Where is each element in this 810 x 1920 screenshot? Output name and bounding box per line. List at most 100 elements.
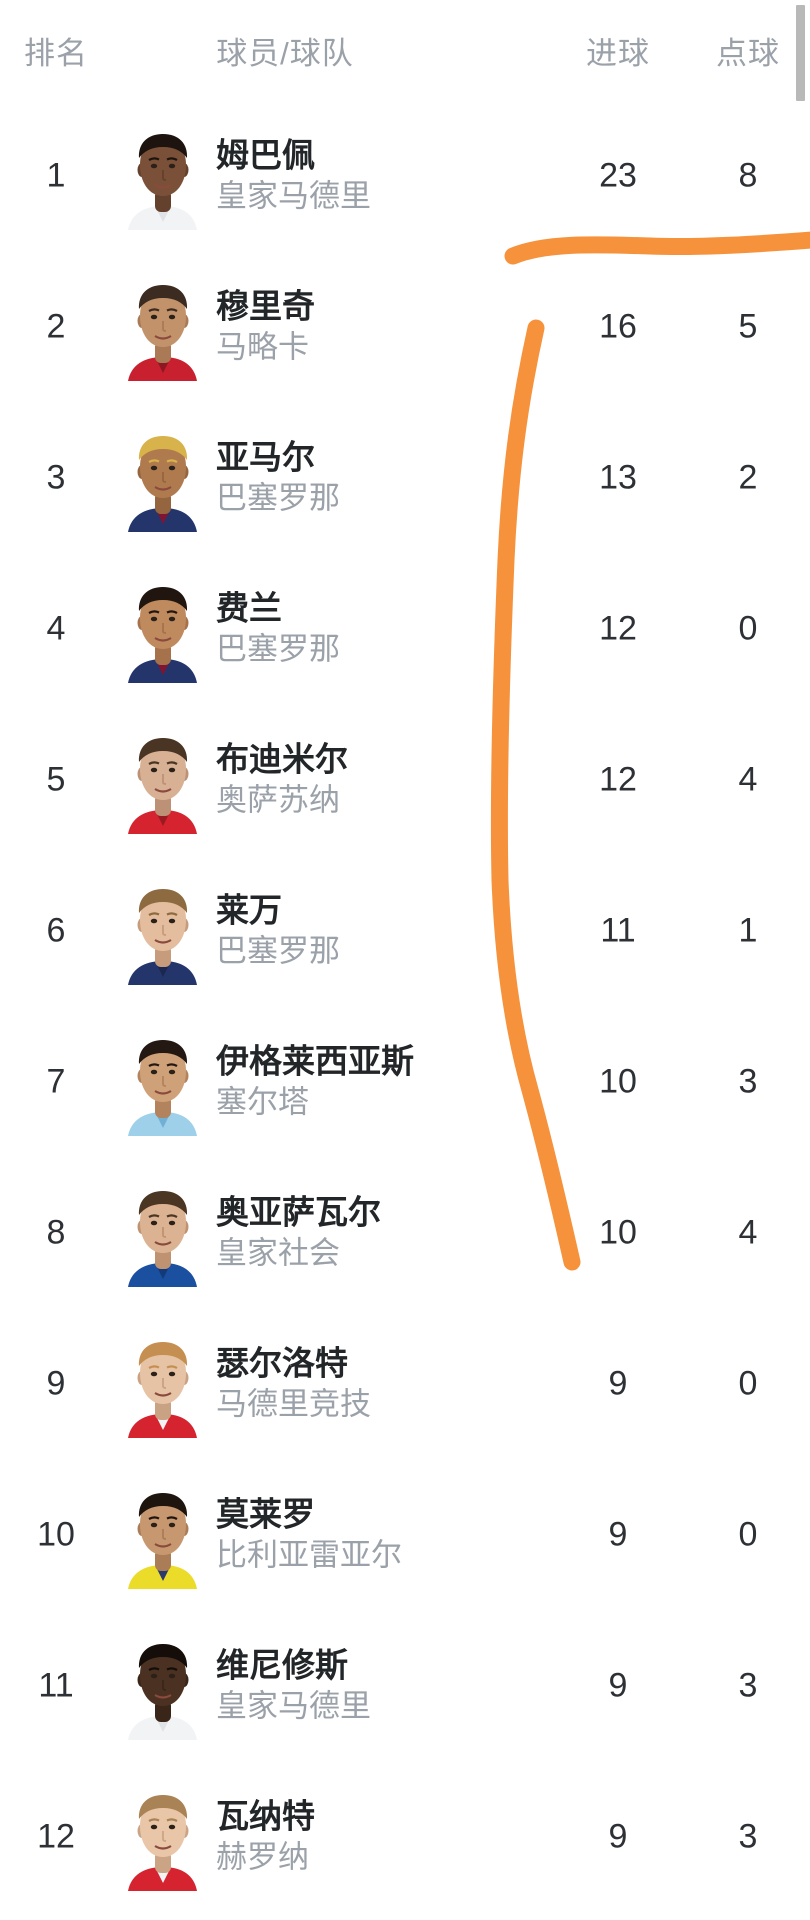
player-avatar: [122, 1480, 204, 1589]
player-avatar: [122, 1631, 204, 1740]
column-header-goals[interactable]: 进球: [586, 35, 650, 71]
row-penalties: 4: [738, 760, 758, 798]
player-name: 维尼修斯: [216, 1645, 348, 1683]
player-name: 莱万: [216, 890, 282, 928]
player-photo-graphic: [122, 876, 204, 985]
row-goals: 12: [599, 760, 637, 798]
player-name: 奥亚萨瓦尔: [216, 1192, 381, 1230]
player-name: 伊格莱西亚斯: [216, 1041, 414, 1079]
team-name: 塞尔塔: [216, 1084, 309, 1120]
player-name: 瓦纳特: [216, 1796, 315, 1834]
team-name: 马略卡: [216, 329, 309, 365]
player-name: 穆里奇: [216, 286, 315, 324]
player-identity[interactable]: 莱万 巴塞罗那: [216, 890, 340, 969]
row-penalties: 3: [738, 1666, 758, 1704]
player-identity[interactable]: 伊格莱西亚斯 塞尔塔: [216, 1041, 414, 1120]
player-identity[interactable]: 瑟尔洛特 马德里竞技: [216, 1343, 371, 1422]
player-photo-graphic: [122, 1631, 204, 1740]
row-penalties: 3: [738, 1062, 758, 1100]
table-row[interactable]: 7 伊格莱西亚斯 塞尔塔 10 3: [0, 1006, 810, 1157]
table-row[interactable]: 11 维尼修斯 皇家马德里 9 3: [0, 1610, 810, 1761]
player-photo-graphic: [122, 1178, 204, 1287]
player-avatar: [122, 423, 204, 532]
table-row[interactable]: 9 瑟尔洛特 马德里竞技 9 0: [0, 1308, 810, 1459]
row-rank: 8: [46, 1213, 66, 1251]
column-header-penalties[interactable]: 点球: [716, 35, 780, 71]
team-name: 皇家马德里: [216, 1688, 371, 1724]
row-goals: 16: [599, 307, 637, 345]
player-photo-graphic: [122, 272, 204, 381]
player-identity[interactable]: 维尼修斯 皇家马德里: [216, 1645, 371, 1724]
player-avatar: [122, 121, 204, 230]
table-row[interactable]: 5 布迪米尔奥萨苏纳 12 4: [0, 704, 810, 855]
player-identity[interactable]: 姆巴佩 皇家马德里: [216, 135, 371, 214]
row-penalties: 5: [738, 307, 758, 345]
team-name: 赫罗纳: [216, 1839, 309, 1875]
team-name: 奥萨苏纳: [216, 782, 340, 818]
table-row[interactable]: 4 费兰 巴塞罗那 12 0: [0, 553, 810, 704]
player-name: 莫莱罗: [216, 1494, 315, 1532]
row-goals: 13: [599, 458, 637, 496]
player-avatar: [122, 1329, 204, 1438]
scrollbar-track[interactable]: [796, 0, 808, 1920]
player-avatar: [122, 725, 204, 834]
row-penalties: 0: [738, 1364, 758, 1402]
row-rank: 11: [38, 1666, 74, 1704]
player-identity[interactable]: 瓦纳特 赫罗纳: [216, 1796, 315, 1875]
player-name: 亚马尔: [216, 437, 315, 475]
player-identity[interactable]: 布迪米尔 奥萨苏纳: [216, 739, 348, 818]
player-identity[interactable]: 奥亚萨瓦尔 皇家社会: [216, 1192, 381, 1271]
column-header-rank[interactable]: 排名: [24, 35, 88, 71]
player-name: 瑟尔洛特: [216, 1343, 348, 1381]
player-avatar: [122, 574, 204, 683]
player-identity[interactable]: 穆里奇 马略卡: [216, 286, 315, 365]
table-row[interactable]: 10 莫莱罗 比利亚雷亚尔 9 0: [0, 1459, 810, 1610]
table-row[interactable]: 3 亚马尔 巴塞罗那 13 2: [0, 402, 810, 553]
table-row[interactable]: 12 瓦纳特赫罗纳 9 3: [0, 1761, 810, 1912]
row-rank: 7: [46, 1062, 66, 1100]
row-penalties: 1: [738, 911, 758, 949]
player-identity[interactable]: 亚马尔 巴塞罗那: [216, 437, 340, 516]
player-identity[interactable]: 莫莱罗 比利亚雷亚尔: [216, 1494, 402, 1573]
team-name: 皇家马德里: [216, 178, 371, 214]
player-name: 姆巴佩: [216, 135, 315, 173]
row-goals: 23: [599, 156, 637, 194]
table-row[interactable]: 8 奥亚萨瓦尔皇家社会 10 4: [0, 1157, 810, 1308]
player-avatar: [122, 876, 204, 985]
team-name: 马德里竞技: [216, 1386, 371, 1422]
row-goals: 11: [600, 911, 636, 949]
team-name: 皇家社会: [216, 1235, 340, 1271]
team-name: 比利亚雷亚尔: [216, 1537, 402, 1573]
player-identity[interactable]: 费兰 巴塞罗那: [216, 588, 340, 667]
player-photo-graphic: [122, 1329, 204, 1438]
team-name: 巴塞罗那: [216, 631, 340, 667]
team-name: 巴塞罗那: [216, 480, 340, 516]
player-name: 布迪米尔: [216, 739, 348, 777]
player-name: 费兰: [216, 588, 282, 626]
row-penalties: 3: [738, 1817, 758, 1855]
row-rank: 12: [37, 1817, 75, 1855]
row-penalties: 8: [738, 156, 758, 194]
table-row[interactable]: 2 穆里奇 马略卡 16 5: [0, 251, 810, 402]
row-goals: 12: [599, 609, 637, 647]
column-header-player-team[interactable]: 球员/球队: [216, 35, 354, 71]
row-goals: 9: [608, 1817, 628, 1855]
table-row[interactable]: 6 莱万 巴塞罗那 11 1: [0, 855, 810, 1006]
player-avatar: [122, 272, 204, 381]
row-penalties: 2: [738, 458, 758, 496]
player-avatar: [122, 1027, 204, 1136]
row-penalties: 4: [738, 1213, 758, 1251]
scrollbar-thumb[interactable]: [796, 5, 805, 101]
row-penalties: 0: [738, 1515, 758, 1553]
row-rank: 5: [46, 760, 66, 798]
player-photo-graphic: [122, 1480, 204, 1589]
table-header: 排名 球员/球队 进球 点球: [0, 0, 810, 100]
player-photo-graphic: [122, 423, 204, 532]
player-photo-graphic: [122, 574, 204, 683]
player-photo-graphic: [122, 121, 204, 230]
team-name: 巴塞罗那: [216, 933, 340, 969]
table-row[interactable]: 1 姆巴佩 皇家马德里 23 8: [0, 100, 810, 251]
row-goals: 10: [599, 1213, 637, 1251]
row-rank: 9: [46, 1364, 66, 1402]
row-rank: 6: [46, 911, 66, 949]
